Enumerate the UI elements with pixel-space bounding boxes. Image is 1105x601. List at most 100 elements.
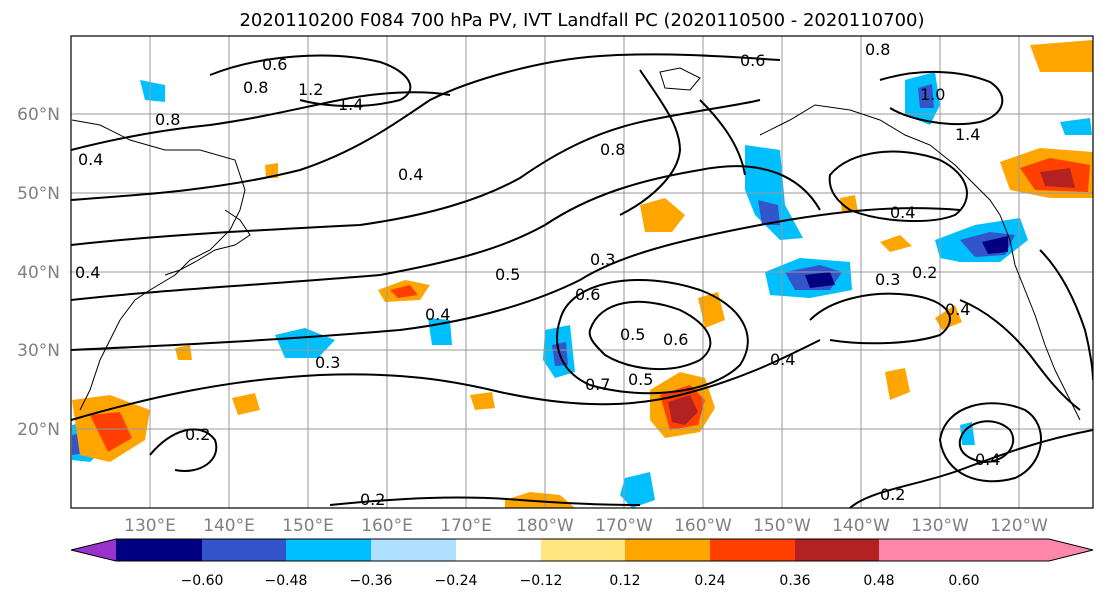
contour-label: 0.8 bbox=[865, 40, 890, 59]
lon-label: 180°W bbox=[516, 516, 574, 536]
positive-patch bbox=[935, 305, 962, 330]
colorbar-tick-label: −0.60 bbox=[181, 573, 224, 589]
colorbar-tick-label: −0.36 bbox=[350, 573, 393, 589]
asia-coastline bbox=[71, 119, 246, 411]
pv-contour bbox=[71, 91, 451, 151]
contour-label: 0.3 bbox=[315, 353, 340, 372]
contour-label: 0.4 bbox=[770, 350, 795, 369]
lat-label: 60°N bbox=[17, 105, 60, 125]
colorbar-tick-label: −0.12 bbox=[520, 573, 563, 589]
lon-label: 150°E bbox=[282, 516, 334, 536]
lon-label: 120°W bbox=[990, 516, 1048, 536]
contour-label-group: 0.6 0.8 1.2 1.4 0.4 0.8 0.6 0.8 1.0 0.8 … bbox=[75, 40, 1000, 509]
colorbar-segment bbox=[625, 539, 710, 561]
negative-patch bbox=[982, 236, 1008, 254]
contour-label: 0.4 bbox=[945, 300, 970, 319]
contour-label: 0.4 bbox=[75, 263, 100, 282]
negative-patch bbox=[140, 80, 165, 102]
pv-contour bbox=[879, 70, 1004, 125]
colorbar-outline bbox=[70, 538, 1094, 562]
colorbar-extend-min bbox=[71, 539, 116, 561]
colorbar-tick-label: 0.36 bbox=[779, 573, 810, 589]
contour-label: 0.4 bbox=[890, 203, 915, 222]
colorbar-segment bbox=[795, 539, 879, 561]
contour-label: 0.2 bbox=[880, 485, 905, 504]
coastlines bbox=[71, 67, 1081, 421]
positive-patch bbox=[265, 163, 278, 178]
contour-label: 0.5 bbox=[628, 370, 653, 389]
island-coastline bbox=[659, 67, 701, 91]
positive-patch bbox=[840, 195, 858, 212]
longitude-axis: 130°E 140°E 150°E 160°E 170°E 180°W 170°… bbox=[124, 516, 1048, 536]
lon-label: 170°E bbox=[440, 516, 492, 536]
pv-contour bbox=[588, 300, 712, 370]
colorbar-segment bbox=[710, 539, 795, 561]
contour-label: 0.4 bbox=[425, 305, 450, 324]
lon-label: 140°W bbox=[832, 516, 890, 536]
contour-label: 0.8 bbox=[600, 140, 625, 159]
contour-label: 0.2 bbox=[912, 263, 937, 282]
pv-contour bbox=[1039, 249, 1093, 381]
contour-label: 0.4 bbox=[398, 165, 423, 184]
colorbar-extend-max bbox=[964, 539, 1093, 561]
negative-patch bbox=[620, 472, 655, 508]
contour-label: 1.4 bbox=[338, 95, 363, 114]
colorbar-segment bbox=[541, 539, 625, 561]
contour-label: 0.5 bbox=[495, 265, 520, 284]
colorbar-tick-label: −0.48 bbox=[265, 573, 308, 589]
pv-contour bbox=[209, 54, 412, 107]
negative-patch bbox=[758, 200, 780, 225]
lat-label: 40°N bbox=[17, 263, 60, 283]
map-frame bbox=[70, 35, 1094, 509]
pv-contour bbox=[71, 53, 781, 201]
pv-contour bbox=[828, 150, 968, 222]
pv-contour bbox=[938, 402, 1042, 483]
colorbar-tick-label: 0.60 bbox=[948, 573, 979, 589]
positive-patch bbox=[640, 198, 685, 232]
graticule bbox=[71, 36, 1093, 508]
contour-label: 0.6 bbox=[740, 51, 765, 70]
lon-label: 130°E bbox=[124, 516, 176, 536]
contour-label: 0.4 bbox=[975, 450, 1000, 469]
pv-contours bbox=[71, 53, 1093, 508]
contour-label: 0.6 bbox=[663, 330, 688, 349]
colorbar: −0.60 −0.48 −0.36 −0.24 −0.12 0.12 0.24 … bbox=[70, 538, 1094, 589]
contour-label: 0.2 bbox=[360, 490, 385, 509]
pv-contour bbox=[699, 99, 746, 176]
positive-patch bbox=[880, 235, 912, 252]
positive-patch bbox=[505, 492, 575, 508]
lat-label: 30°N bbox=[17, 341, 60, 361]
pv-contour bbox=[329, 496, 641, 506]
contour-label: 0.3 bbox=[875, 270, 900, 289]
negative-patch bbox=[1060, 118, 1092, 135]
contour-label: 0.6 bbox=[575, 285, 600, 304]
alaska-coastline bbox=[759, 104, 1001, 216]
colorbar-segment bbox=[879, 539, 964, 561]
pv-contour bbox=[619, 69, 682, 216]
contour-label: 0.8 bbox=[155, 110, 180, 129]
contour-label: 0.2 bbox=[185, 425, 210, 444]
positive-patch bbox=[232, 393, 260, 415]
lon-label: 130°W bbox=[911, 516, 969, 536]
contour-label: 0.5 bbox=[620, 325, 645, 344]
lon-label: 140°E bbox=[203, 516, 255, 536]
pv-contour bbox=[556, 279, 749, 395]
colorbar-tick-label: 0.48 bbox=[863, 573, 894, 589]
pv-contour bbox=[959, 299, 1081, 411]
contour-label: 0.6 bbox=[262, 55, 287, 74]
positive-patch bbox=[668, 395, 698, 425]
pv-contour bbox=[71, 339, 821, 421]
positive-patch bbox=[390, 285, 418, 298]
contour-label: 1.0 bbox=[920, 85, 945, 104]
positive-patch bbox=[1040, 168, 1075, 188]
positive-patch bbox=[175, 345, 192, 360]
lon-label: 150°W bbox=[753, 516, 811, 536]
positive-patch bbox=[885, 368, 910, 400]
pv-contour bbox=[71, 207, 961, 351]
positive-patch bbox=[90, 412, 132, 452]
pv-contour bbox=[71, 165, 821, 301]
negative-patch bbox=[960, 422, 975, 445]
colorbar-segment bbox=[286, 539, 371, 561]
colorbar-tick-label: −0.24 bbox=[435, 573, 478, 589]
